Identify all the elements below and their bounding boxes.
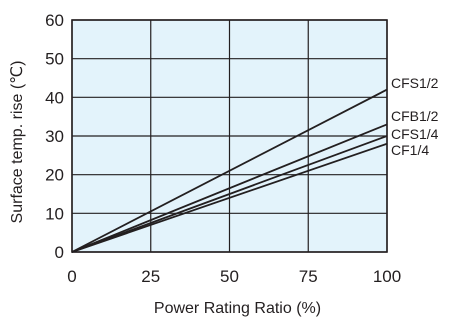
y-tick-label: 50 [45, 50, 64, 69]
series-line-cfb1-2 [71, 123, 388, 253]
series-line-cfs1-4 [71, 135, 388, 253]
grid-lines [71, 19, 388, 253]
series-lines [71, 88, 388, 253]
series-label-cfb1-2: CFB1/2 [391, 108, 439, 124]
y-tick-label: 40 [45, 88, 64, 107]
y-tick-label: 0 [55, 243, 64, 262]
x-axis-title: Power Rating Ratio (%) [154, 300, 321, 317]
x-tick-label: 100 [373, 267, 401, 286]
x-tick-label: 0 [67, 267, 76, 286]
x-tick-labels: 0 25 50 75 100 [67, 267, 401, 286]
y-tick-label: 30 [45, 127, 64, 146]
x-tick-label: 75 [299, 267, 318, 286]
y-axis-title: Surface temp. rise (℃) [9, 61, 26, 224]
y-tick-label: 10 [45, 204, 64, 223]
plot-frame [71, 19, 388, 253]
x-tick-label: 50 [220, 267, 239, 286]
y-tick-label: 20 [45, 166, 64, 185]
series-line-cfs1-2 [71, 88, 388, 253]
y-tick-label: 60 [45, 11, 64, 30]
x-tick-label: 25 [141, 267, 160, 286]
y-tick-labels: 0 10 20 30 40 50 60 [45, 11, 64, 262]
series-line-cf1-4 [71, 142, 388, 253]
series-label-cf1-4: CF1/4 [391, 142, 429, 158]
series-label-cfs1-4: CFS1/4 [391, 126, 439, 142]
series-label-cfs1-2: CFS1/2 [391, 75, 439, 91]
